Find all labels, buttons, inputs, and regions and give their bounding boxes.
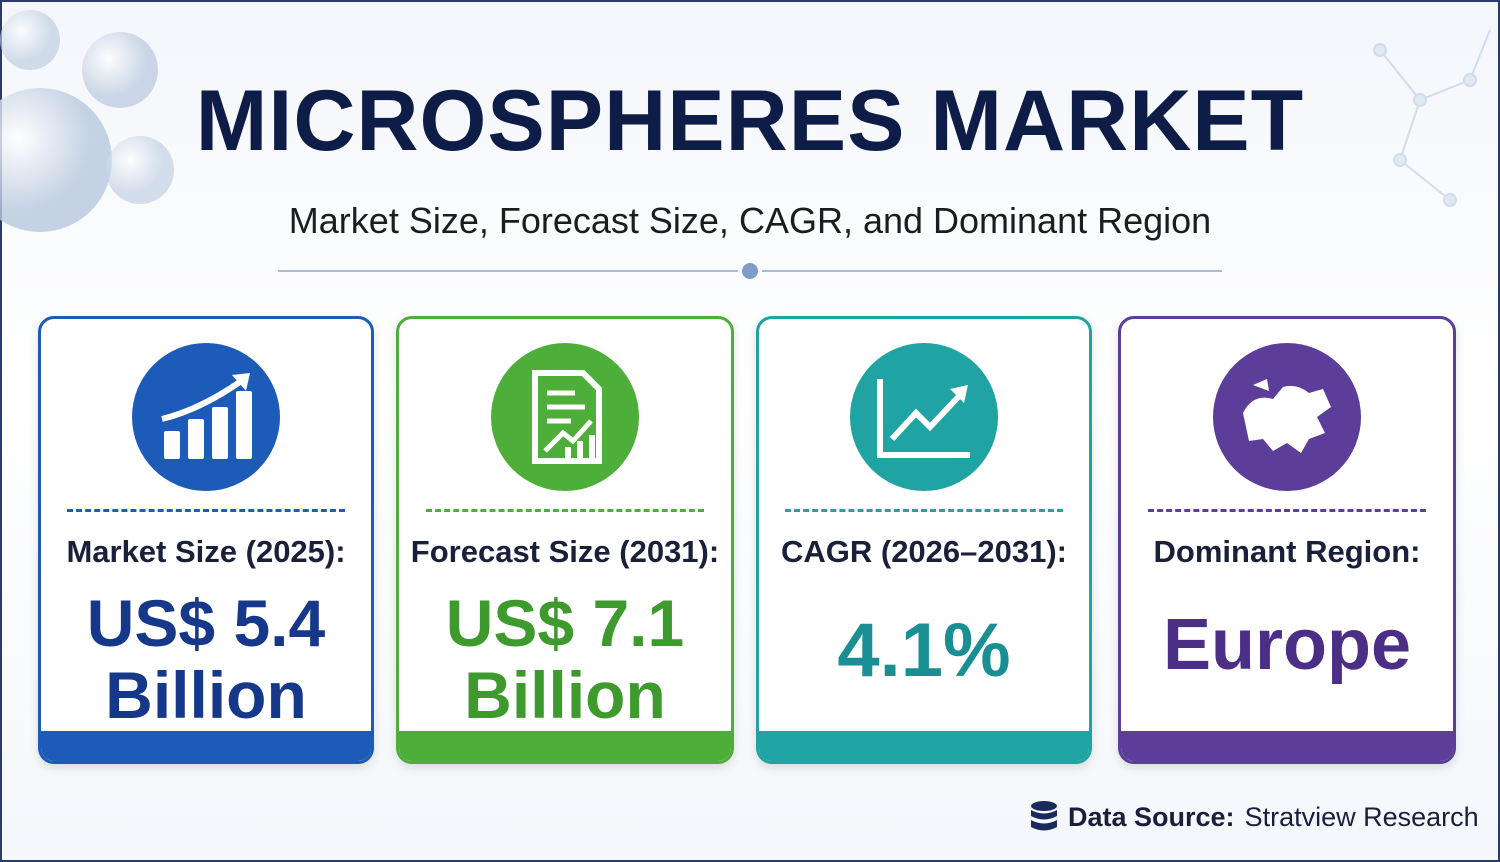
card-value: US$ 7.1 bbox=[445, 586, 685, 660]
card-value: Europe bbox=[1162, 605, 1412, 685]
source-name: Stratview Research bbox=[1244, 801, 1479, 832]
icon bbox=[491, 343, 639, 491]
database-icon bbox=[1031, 801, 1057, 831]
card-value: Billion bbox=[464, 658, 666, 732]
source: Data Source: Stratview Research bbox=[1030, 800, 1479, 834]
card-label: CAGR (2026–2031): bbox=[780, 534, 1068, 569]
divider bbox=[785, 509, 1063, 512]
card: CAGR (2026–2031): 4.1% bbox=[756, 316, 1092, 764]
divider bbox=[67, 509, 345, 512]
divider bbox=[425, 509, 705, 512]
card-value: 4.1% bbox=[837, 608, 1011, 693]
title: MICROSPHERES MARKET bbox=[195, 73, 1305, 169]
icon bbox=[1213, 343, 1361, 491]
card-bar bbox=[41, 731, 371, 761]
source-label: Data Source: bbox=[1068, 801, 1235, 832]
subtitle: Market Size, Forecast Size, CAGR, and Do… bbox=[288, 200, 1212, 241]
card-bar bbox=[1121, 731, 1453, 761]
card-value: Billion bbox=[105, 658, 307, 732]
divider bbox=[1147, 509, 1427, 512]
card: Market Size (2025): US$ 5.4 Billion bbox=[38, 316, 374, 764]
card-label: Dominant Region: bbox=[1153, 534, 1421, 569]
background-decor bbox=[0, 10, 1491, 279]
card-label: Forecast Size (2031): bbox=[410, 534, 720, 569]
card: Dominant Region: Europe bbox=[1118, 316, 1456, 764]
icon bbox=[850, 343, 998, 491]
icon bbox=[132, 343, 280, 491]
card-bar bbox=[399, 731, 731, 761]
card-label: Market Size (2025): bbox=[66, 534, 346, 569]
card-bar bbox=[759, 731, 1089, 761]
card-value: US$ 5.4 bbox=[86, 586, 326, 660]
card: Forecast Size (2031): US$ 7.1 Billion bbox=[396, 316, 734, 764]
